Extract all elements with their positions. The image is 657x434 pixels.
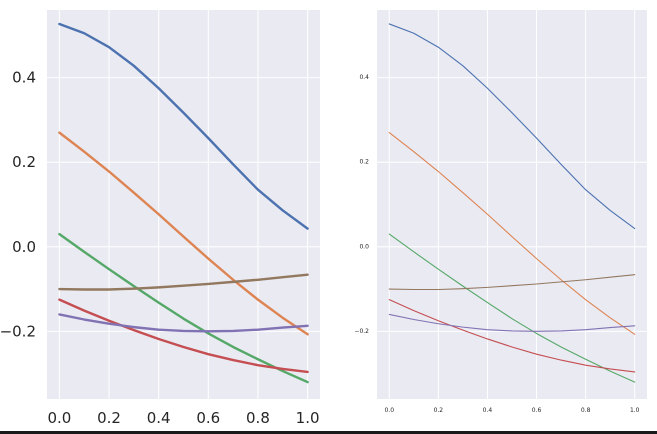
series-line-4 xyxy=(58,273,309,291)
x-tick-label: 0.4 xyxy=(483,407,493,414)
series-line-6 xyxy=(388,313,636,332)
series-line-1 xyxy=(388,23,636,230)
x-tick-label: 0.4 xyxy=(147,409,171,427)
series-line-3 xyxy=(388,233,636,383)
y-tick-label: 0.0 xyxy=(359,243,369,250)
x-tick-label: 0.0 xyxy=(47,409,71,427)
x-tick-label: 0.0 xyxy=(384,407,394,414)
plot-area xyxy=(377,10,647,399)
series-line-5 xyxy=(58,298,309,374)
series-line-3 xyxy=(58,232,309,384)
chart-panel-2: 0.0 0.2 0.4 0.6 0.8 1.0 −0.2 0.0 0.2 0.4 xyxy=(354,10,647,414)
series-line-2 xyxy=(388,132,636,335)
series-line-4 xyxy=(388,274,636,291)
y-tick-label: −0.2 xyxy=(354,328,369,335)
x-tick-label: 0.6 xyxy=(196,409,220,427)
x-tick-label: 0.8 xyxy=(581,407,591,414)
bottom-border xyxy=(0,431,657,434)
x-tick-label: 0.8 xyxy=(246,409,270,427)
x-tick-label: 1.0 xyxy=(296,409,320,427)
y-tick-label: 0.4 xyxy=(12,69,36,87)
x-tick-label: 0.6 xyxy=(532,407,542,414)
y-tick-label: 0.2 xyxy=(359,159,369,166)
series-line-6 xyxy=(58,313,309,333)
y-tick-label: 0.0 xyxy=(12,238,36,256)
series-line-2 xyxy=(58,131,309,336)
x-tick-label: 0.2 xyxy=(97,409,121,427)
series-line-5 xyxy=(388,299,636,373)
y-tick-label: −0.2 xyxy=(0,322,36,340)
x-tick-label: 0.2 xyxy=(434,407,444,414)
series-line-1 xyxy=(58,22,309,230)
plot-area xyxy=(47,10,320,399)
y-tick-label: 0.2 xyxy=(12,153,36,171)
x-tick-label: 1.0 xyxy=(630,407,640,414)
y-tick-label: 0.4 xyxy=(359,74,369,81)
chart-panel-1: 0.0 0.2 0.4 0.6 0.8 1.0 −0.2 0.0 0.2 0.4 xyxy=(0,10,320,427)
